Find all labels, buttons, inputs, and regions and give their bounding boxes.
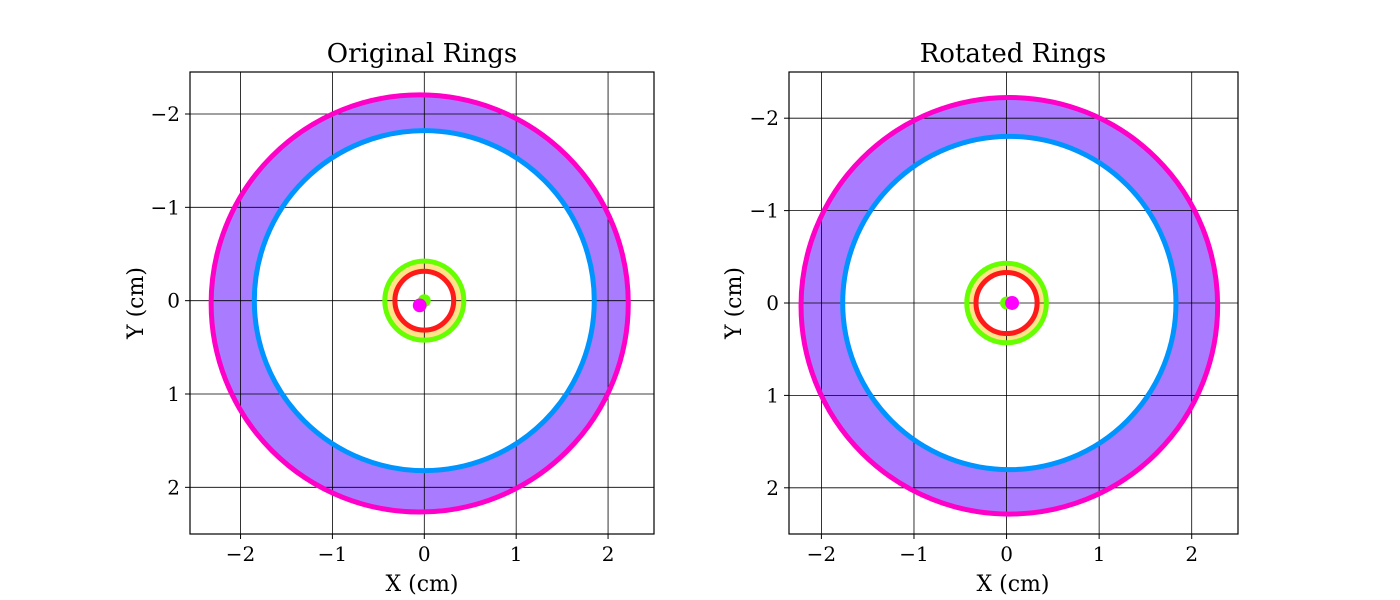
- x-tick-label: 2: [1185, 542, 1198, 566]
- ring-outer-circle-0: [798, 94, 1221, 517]
- x-tick-label: 0: [418, 542, 431, 566]
- y-tick-label: −2: [750, 106, 779, 130]
- ring-inner-circle-0: [251, 128, 597, 474]
- x-axis-label: X (cm): [976, 572, 1049, 597]
- plot-original-rings: Original Rings X (cm) Y (cm) −2 −1 0 1 2 −2 −1…: [124, 39, 655, 597]
- x-tick-label: −1: [318, 542, 347, 566]
- plot-area: [789, 72, 1238, 534]
- ring-inner-circle-1: [392, 268, 457, 333]
- ring-outer-circle-1: [382, 258, 467, 343]
- y-axis-label: Y (cm): [722, 267, 747, 340]
- ring-outer-circle-0: [208, 92, 631, 515]
- ring-outer-circle-1: [964, 260, 1049, 346]
- x-tick-label: 1: [1093, 542, 1106, 566]
- chart-title: Rotated Rings: [920, 39, 1107, 69]
- y-tick-label: 0: [167, 289, 180, 313]
- x-axis-label: X (cm): [385, 572, 458, 597]
- center-dot-1: [412, 298, 427, 313]
- plot-area: [190, 72, 654, 534]
- x-tick-label: 0: [1000, 542, 1013, 566]
- y-tick-label: −1: [750, 199, 779, 223]
- axes-frame: [189, 71, 655, 535]
- y-tick-label: 1: [766, 383, 779, 407]
- y-tick-label: 1: [167, 382, 180, 406]
- y-tick-label: −2: [151, 102, 180, 126]
- ring-inner-circle-0: [840, 133, 1179, 473]
- x-tick-label: −2: [807, 542, 836, 566]
- y-tick-label: 0: [766, 291, 779, 315]
- ring-inner-circle-1: [973, 269, 1040, 337]
- y-tick-label: −1: [151, 195, 180, 219]
- plot-rotated-rings: Rotated Rings X (cm) Y (cm) −2 −1 0 1 2 −2 −1 0…: [722, 39, 1239, 597]
- y-tick-label: 2: [766, 476, 779, 500]
- y-tick-label: 2: [167, 475, 180, 499]
- x-tick-label: −2: [226, 542, 255, 566]
- x-tick-label: 1: [510, 542, 523, 566]
- chart-title: Original Rings: [327, 39, 517, 69]
- x-tick-label: −1: [899, 542, 928, 566]
- x-tick-label: 2: [602, 542, 615, 566]
- center-dot-1: [1005, 296, 1020, 310]
- y-axis-label: Y (cm): [124, 267, 149, 340]
